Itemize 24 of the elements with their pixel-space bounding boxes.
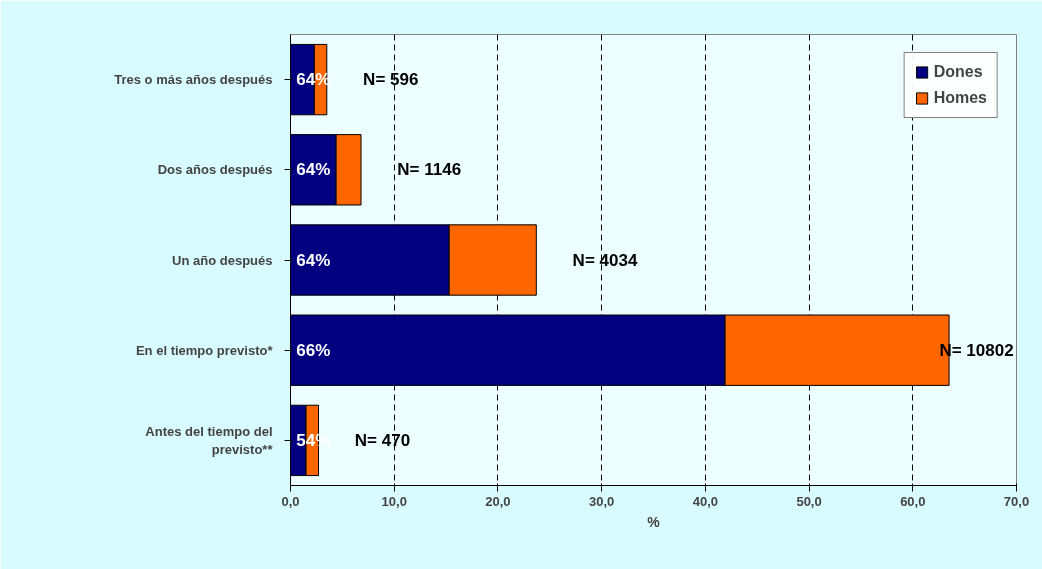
y-tick-label: En el tiempo previsto* bbox=[135, 342, 274, 358]
annotation: 64% bbox=[296, 160, 331, 180]
annotation: N= 4034 bbox=[572, 250, 638, 270]
x-tick-label: 10,0 bbox=[381, 493, 407, 509]
x-tick-label: 60,0 bbox=[900, 493, 926, 509]
annotation: 64% bbox=[296, 250, 331, 270]
x-tick-label: 70,0 bbox=[1003, 493, 1030, 509]
y-tick-label: Antes del tiempo del previsto** bbox=[145, 423, 274, 457]
x-tick-label: 50,0 bbox=[796, 493, 822, 509]
x-axis-title: % bbox=[647, 513, 661, 530]
annotation: N= 470 bbox=[354, 430, 411, 450]
y-tick-label: Dos años después bbox=[157, 162, 273, 178]
annotation: N= 1146 bbox=[397, 160, 462, 180]
x-tick-label: 40,0 bbox=[692, 493, 719, 509]
x-tick-label: 20,0 bbox=[485, 493, 511, 509]
legend-label: Homes bbox=[933, 89, 987, 107]
y-tick-label: Tres o más años después bbox=[114, 72, 273, 88]
x-tick-label: 30,0 bbox=[588, 493, 615, 509]
y-tick-label: Un año después bbox=[172, 252, 273, 268]
annotation: 66% bbox=[296, 340, 331, 360]
x-tick-label: 0,0 bbox=[281, 493, 300, 509]
legend-label: Dones bbox=[933, 63, 983, 81]
annotation: N= 596 bbox=[363, 70, 419, 90]
annotation: 54% bbox=[296, 430, 331, 450]
